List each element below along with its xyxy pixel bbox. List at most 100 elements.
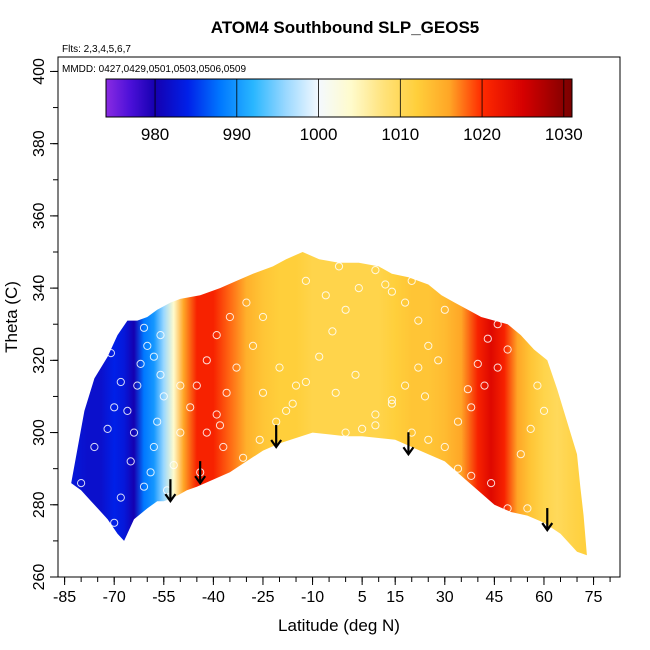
colorbar-tick-label: 1010 [381,125,419,144]
x-tick-label: 30 [436,589,454,606]
observation-point [110,403,119,412]
y-tick-label: 280 [31,491,48,518]
observation-point [212,331,221,340]
observation-point [225,312,234,322]
observation-point [288,399,297,408]
observation-point [341,428,350,437]
tropopause-arrow [194,461,207,486]
observation-point [341,305,350,314]
y-tick-label: 320 [31,347,48,374]
observation-point [149,352,158,361]
observation-point [153,417,162,426]
observation-point [371,266,380,275]
observation-point [275,363,284,372]
observation-point [453,417,463,426]
observation-point [440,442,449,452]
tropopause-arrow [541,508,554,532]
observation-point [116,493,125,502]
observation-point [467,403,476,412]
observation-point [242,298,251,307]
observation-point [424,341,433,350]
observation-point [387,396,396,405]
colorbar-ramp [105,78,573,118]
observation-point [387,399,396,408]
observation-point [212,410,221,419]
tropopause-arrows [164,425,554,532]
observation-point [202,428,211,437]
x-tick-label: -85 [53,589,76,606]
y-axis-label: Theta (C) [2,281,21,353]
observation-point [533,381,542,390]
observation-point [434,356,443,365]
colorbar-tick-label: 1000 [300,125,338,144]
observation-point [301,377,310,387]
observation-point [169,461,178,470]
observation-point [328,327,337,336]
observation-point [401,298,410,307]
x-tick-label: 45 [485,589,503,606]
observation-point [487,479,496,488]
colorbar-tick-label: 1020 [463,125,501,144]
observation-point [159,392,168,401]
tropopause-arrow [270,425,283,449]
observation-point [331,388,340,397]
flights-annotation: Flts: 2,3,4,5,6,7 [62,44,131,55]
colorbar-tick-label: 990 [223,125,251,144]
observation-point [215,421,225,430]
colorbar: 980 990 1000 1010 1020 1030 [105,78,583,144]
observation-point [146,468,155,477]
observation-point [156,331,165,340]
observation-point [334,262,344,271]
observation-point [143,341,152,350]
x-tick-label: -55 [152,589,175,606]
observation-point [90,442,99,452]
observation-point [192,381,201,390]
observation-point [467,471,476,480]
observation-point [139,482,149,491]
observation-point [106,349,116,358]
observation-point [503,345,512,354]
observation-point [483,334,492,343]
observation-point [493,363,502,372]
observation-point [176,381,185,390]
dates-annotation: MMDD: 0427,0429,0501,0503,0506,0509 [62,64,246,75]
observation-point [371,410,380,419]
observation-point [480,381,489,390]
tropopause-arrow [402,432,415,457]
observation-point [315,352,324,361]
observation-point [219,442,228,452]
observation-point [186,403,195,412]
x-axis: -85 -70 -55 -40 -25 -10 5 15 30 45 60 75 [53,577,611,606]
observation-point [493,320,502,329]
observation-point [381,280,390,289]
observation-point [103,424,112,433]
observation-point [424,435,433,444]
y-tick-label: 360 [31,202,48,229]
observation-point [248,341,258,350]
chart-title: ATOM4 Southbound SLP_GEOS5 [211,18,480,37]
observation-point [414,316,423,325]
observation-point [401,381,410,390]
observation-point [301,276,310,285]
observation-point [129,428,139,437]
observation-point [539,406,549,415]
observation-point [126,457,135,466]
y-tick-label: 260 [31,564,48,591]
observation-point [136,359,145,368]
y-tick-label: 300 [31,419,48,446]
observation-point [222,388,231,397]
observation-point [463,385,472,394]
observation-point [440,305,449,314]
observation-point [387,287,396,296]
observation-point [149,442,158,452]
y-tick-label: 340 [31,275,48,302]
observation-point [156,370,165,379]
x-tick-label: -70 [103,589,126,606]
observation-point [139,323,149,332]
observation-point [516,450,525,459]
x-tick-label: -10 [301,589,324,606]
observation-point [526,424,535,433]
x-tick-label: -40 [202,589,225,606]
observation-point [453,464,463,473]
observation-point [123,406,132,415]
